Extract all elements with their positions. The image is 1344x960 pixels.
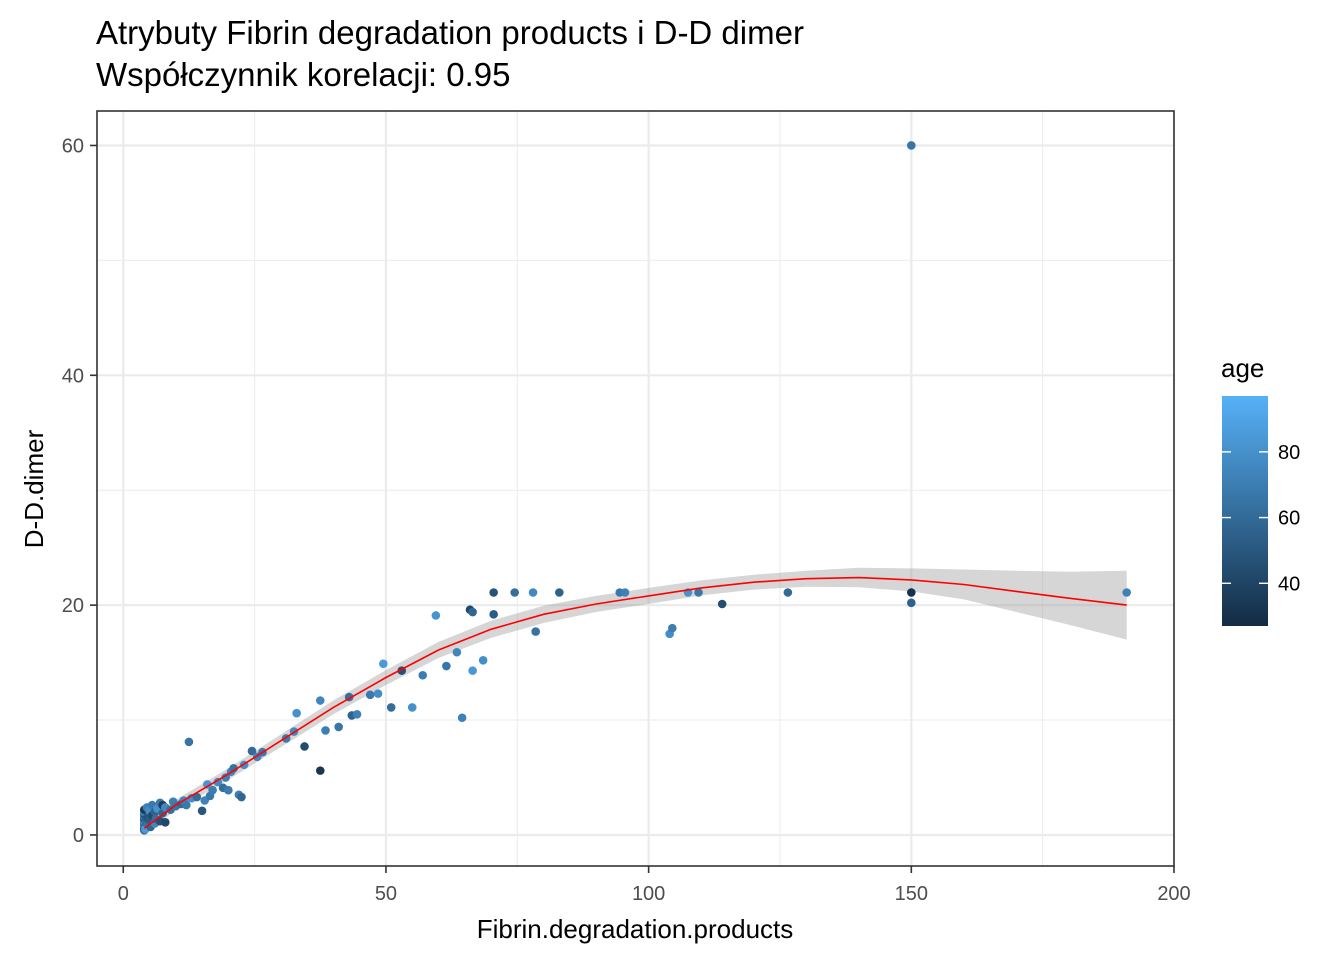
data-point — [373, 689, 383, 698]
data-point — [379, 659, 388, 669]
data-point — [555, 588, 564, 597]
plot-panel — [97, 111, 1174, 866]
y-axis-title: D-D.dimer — [19, 429, 49, 548]
data-point — [418, 670, 428, 680]
data-point — [213, 777, 223, 787]
data-point — [442, 661, 451, 671]
data-point — [315, 766, 325, 775]
legend-tick-label: 40 — [1278, 573, 1300, 595]
x-tick-label: 50 — [375, 883, 397, 905]
data-point — [907, 598, 916, 608]
x-axis: 0 50 100 150 200 — [118, 866, 1191, 905]
data-point — [229, 764, 238, 773]
x-axis-title: Fibrin.degradation.products — [477, 914, 794, 944]
data-point — [300, 742, 309, 751]
data-point — [203, 780, 212, 789]
data-point — [468, 666, 477, 675]
data-point — [315, 696, 325, 705]
confidence-band — [144, 567, 1127, 834]
data-point — [247, 746, 257, 756]
data-point — [197, 806, 207, 816]
data-point — [1122, 588, 1132, 597]
data-point — [667, 623, 677, 633]
data-point — [321, 726, 330, 735]
data-point — [907, 588, 916, 597]
smooth-line — [143, 576, 1127, 829]
data-point — [221, 773, 231, 782]
data-point — [365, 690, 375, 700]
data-point — [237, 792, 246, 802]
x-tick-label: 200 — [1157, 883, 1190, 905]
data-point — [783, 588, 793, 597]
data-point — [531, 627, 540, 636]
data-point — [352, 710, 362, 719]
data-point — [489, 588, 498, 597]
data-point — [431, 611, 441, 620]
data-point — [182, 800, 191, 810]
data-point — [386, 703, 396, 712]
data-point — [224, 785, 233, 795]
legend-tick-label: 60 — [1278, 508, 1300, 530]
data-point — [407, 703, 417, 712]
x-tick-label: 0 — [118, 883, 129, 905]
data-point — [292, 708, 301, 718]
chart-title-block: Atrybuty Fibrin degradation products i D… — [96, 12, 804, 96]
data-point — [184, 737, 194, 747]
chart-subtitle: Współczynnik korelacji: 0.95 — [96, 56, 511, 93]
data-point — [160, 818, 170, 827]
legend-colorbar: age 40 60 80 — [1221, 353, 1300, 626]
y-tick-label: 20 — [62, 595, 84, 617]
legend-title: age — [1221, 353, 1264, 383]
data-point — [907, 141, 916, 150]
data-point — [489, 610, 498, 619]
data-point — [528, 588, 538, 597]
grid-minor — [97, 111, 1174, 866]
data-point — [468, 607, 477, 617]
data-point — [717, 599, 727, 609]
data-point — [208, 785, 217, 795]
y-tick-label: 0 — [73, 825, 84, 847]
legend-gradient-bar — [1222, 396, 1268, 626]
x-tick-label: 100 — [632, 883, 665, 905]
y-tick-label: 60 — [62, 135, 84, 157]
data-point — [510, 588, 519, 597]
plot-border — [96, 110, 1175, 867]
x-tick-label: 150 — [895, 883, 928, 905]
data-point — [192, 792, 202, 802]
data-point — [478, 655, 488, 665]
data-point — [620, 588, 630, 597]
data-point — [452, 647, 462, 657]
legend-tick-label: 80 — [1278, 442, 1300, 464]
chart-title: Atrybuty Fibrin degradation products i D… — [96, 14, 804, 51]
data-points — [139, 141, 1132, 835]
data-point — [457, 713, 467, 723]
data-point — [694, 588, 703, 597]
y-tick-label: 40 — [62, 365, 84, 387]
data-point — [334, 722, 343, 732]
y-axis: 0 20 40 60 — [62, 135, 97, 847]
